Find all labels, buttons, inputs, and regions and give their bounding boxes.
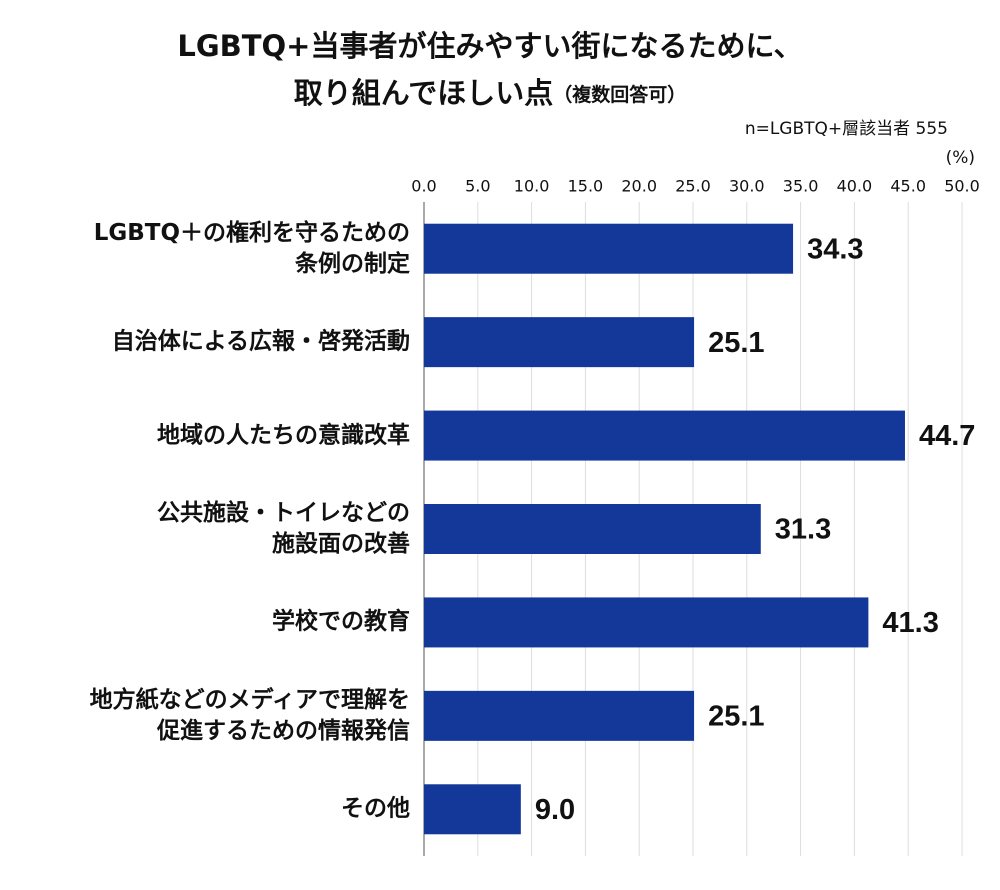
- category-label: 学校での教育: [272, 608, 410, 635]
- bar: [424, 504, 761, 554]
- bar: [424, 317, 695, 368]
- category-label: その他: [341, 795, 410, 822]
- category-label: 地域の人たちの意識改革: [157, 422, 410, 449]
- category-label: 自治体による広報・啓発活動: [111, 328, 410, 355]
- bar: [424, 223, 794, 274]
- value-label: 41.3: [882, 607, 938, 639]
- x-tick-label: 45.0: [890, 177, 926, 196]
- x-tick-label: 10.0: [514, 177, 550, 196]
- bar: [424, 410, 905, 461]
- value-label: 9.0: [535, 794, 575, 826]
- chart-title: LGBTQ+当事者が住みやすい街になるために、: [177, 29, 802, 63]
- chart-title-note: （複数回答可）: [553, 83, 686, 106]
- value-label: 31.3: [775, 514, 831, 546]
- x-tick-label: 5.0: [465, 177, 490, 196]
- chart-title: 取り組んでほしい点（複数回答可）: [294, 76, 687, 110]
- value-label: 25.1: [708, 701, 764, 733]
- category-label: LGBTQ＋の権利を守るための 条例の制定: [93, 219, 410, 277]
- bar: [424, 784, 521, 835]
- bar: [424, 597, 869, 648]
- chart-title-line: 取り組んでほしい点: [294, 76, 554, 110]
- subtitle: n=LGBTQ+層該当者 555: [745, 119, 948, 139]
- x-tick-label: 20.0: [621, 177, 657, 196]
- value-label: 44.7: [919, 420, 975, 452]
- x-tick-label: 0.0: [411, 177, 436, 196]
- x-tick-label: 35.0: [783, 177, 819, 196]
- x-tick-label: 30.0: [729, 177, 765, 196]
- unit-label: (%): [946, 148, 975, 168]
- bar: [424, 690, 695, 741]
- x-tick-label: 50.0: [944, 177, 980, 196]
- x-tick-label: 40.0: [837, 177, 873, 196]
- x-tick-label: 15.0: [568, 177, 604, 196]
- value-label: 25.1: [708, 327, 764, 359]
- category-label: 地方紙などのメディアで理解を 促進するための情報発信: [89, 686, 410, 744]
- category-label: 公共施設・トイレなどの 施設面の改善: [157, 500, 410, 557]
- value-label: 34.3: [807, 233, 863, 265]
- x-tick-label: 25.0: [675, 177, 711, 196]
